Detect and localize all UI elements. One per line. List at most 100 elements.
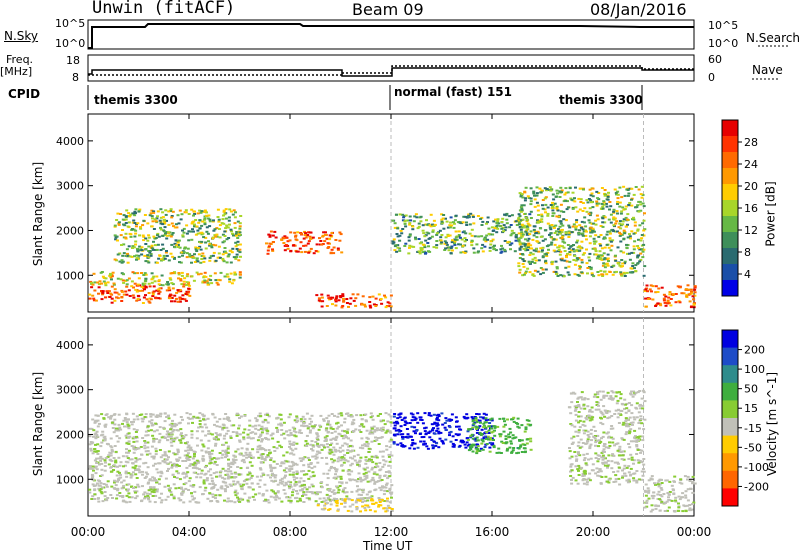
data-cell — [352, 455, 356, 458]
data-cell — [189, 484, 193, 487]
data-cell — [202, 418, 205, 421]
data-cell — [546, 222, 550, 225]
data-cell — [387, 470, 391, 473]
data-cell — [190, 417, 194, 420]
data-cell — [581, 234, 585, 237]
data-cell — [326, 242, 330, 245]
data-cell — [579, 198, 583, 201]
data-cell — [171, 210, 175, 213]
data-cell — [471, 450, 475, 453]
data-cell — [336, 457, 340, 460]
data-cell — [180, 493, 184, 496]
data-cell — [194, 501, 198, 504]
data-cell — [109, 452, 113, 455]
data-cell — [449, 440, 453, 443]
data-cell — [575, 257, 579, 260]
data-cell — [367, 497, 370, 499]
data-cell — [570, 437, 574, 440]
data-cell — [599, 398, 603, 401]
data-cell — [589, 226, 593, 229]
data-cell — [580, 258, 584, 261]
data-cell — [611, 453, 615, 456]
data-cell — [128, 255, 132, 258]
data-cell — [339, 295, 343, 297]
data-cell — [112, 282, 116, 285]
data-cell — [570, 198, 574, 201]
data-cell — [98, 280, 102, 283]
data-cell — [323, 446, 326, 449]
data-cell — [620, 437, 624, 440]
data-cell — [195, 250, 199, 252]
data-cell — [448, 434, 451, 437]
data-cell — [518, 248, 522, 251]
data-cell — [146, 446, 150, 449]
data-cell — [118, 260, 122, 263]
data-cell — [396, 443, 400, 446]
data-cell — [228, 500, 232, 503]
data-cell — [338, 446, 342, 449]
data-cell — [296, 231, 300, 234]
data-cell — [439, 242, 443, 245]
data-cell — [541, 249, 544, 252]
data-cell — [336, 491, 340, 494]
data-cell — [172, 429, 176, 431]
data-cell — [333, 492, 337, 495]
data-cell — [379, 504, 383, 507]
data-cell — [548, 186, 552, 189]
data-cell — [133, 467, 137, 470]
data-cell — [517, 265, 521, 268]
data-cell — [173, 300, 177, 303]
data-cell — [282, 421, 286, 424]
data-cell — [127, 424, 131, 427]
data-cell — [224, 252, 228, 254]
data-cell — [453, 242, 456, 245]
data-cell — [619, 271, 623, 274]
data-cell — [519, 445, 522, 448]
data-cell — [140, 499, 144, 502]
data-cell — [94, 484, 98, 487]
data-cell — [603, 443, 606, 445]
data-cell — [234, 245, 238, 248]
data-cell — [272, 496, 276, 499]
data-cell — [566, 200, 569, 203]
data-cell — [203, 217, 207, 220]
data-cell — [304, 440, 308, 443]
data-cell — [520, 235, 524, 238]
data-cell — [637, 188, 641, 191]
data-cell — [227, 464, 231, 467]
data-cell — [328, 448, 332, 451]
data-cell — [187, 422, 190, 425]
data-cell — [494, 218, 498, 221]
data-cell — [365, 429, 369, 432]
data-cell — [140, 253, 144, 256]
data-cell — [287, 480, 291, 483]
data-cell — [559, 220, 563, 223]
data-cell — [141, 282, 145, 285]
data-cell — [499, 452, 503, 454]
data-cell — [388, 475, 392, 478]
data-cell — [178, 296, 182, 299]
data-cell — [146, 425, 150, 428]
data-cell — [544, 262, 548, 265]
data-cell — [117, 293, 121, 296]
data-cell — [348, 450, 352, 453]
data-cell — [120, 261, 124, 264]
data-cell — [315, 456, 319, 459]
data-cell — [208, 243, 212, 246]
data-cell — [295, 496, 299, 499]
data-cell — [580, 445, 584, 448]
data-cell — [467, 428, 471, 431]
data-cell — [580, 220, 584, 223]
data-cell — [202, 481, 206, 484]
data-cell — [116, 253, 120, 256]
data-cell — [204, 275, 208, 278]
data-cell — [334, 470, 338, 473]
data-cell — [396, 227, 400, 230]
data-cell — [523, 243, 527, 246]
data-cell — [518, 271, 522, 274]
data-cell — [537, 259, 541, 262]
data-cell — [100, 468, 104, 471]
data-cell — [357, 478, 361, 480]
data-cell — [335, 295, 339, 298]
data-cell — [316, 450, 320, 453]
